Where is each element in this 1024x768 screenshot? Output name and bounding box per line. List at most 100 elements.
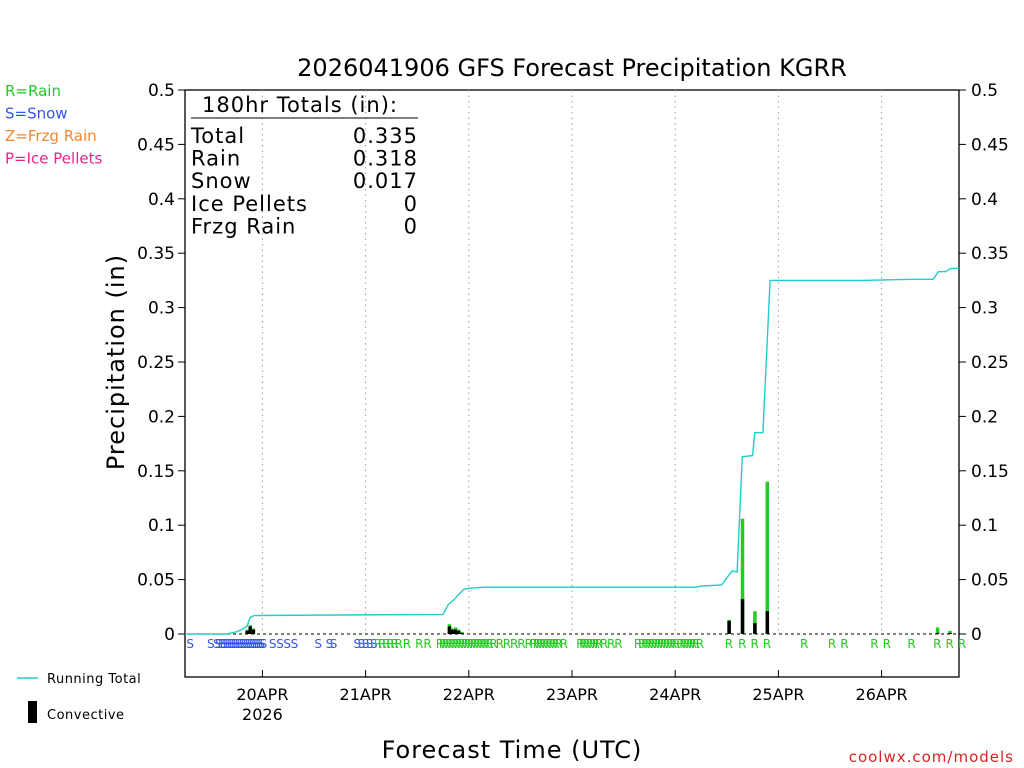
ptype-snow-36: S	[370, 637, 378, 651]
ptype-snow-20: S	[251, 637, 259, 651]
ptype-snow-23: S	[258, 637, 266, 651]
ptype-rain-54: R	[641, 637, 649, 651]
ptype-rain-58: R	[653, 637, 661, 651]
convective-legend-label: Convective	[47, 708, 125, 723]
ptype-rain-47: R	[592, 637, 600, 651]
totals-row-label: Total	[190, 124, 245, 148]
x-tick-label: 21APR	[340, 685, 392, 704]
y-tick-label-left: 0.5	[148, 81, 175, 101]
ptype-snow-28: S	[291, 637, 299, 651]
convective-bar-7	[460, 632, 464, 634]
x-tick-label: 22APR	[443, 685, 495, 704]
ptype-rain-25: R	[485, 637, 493, 651]
convective-bar-3	[447, 626, 452, 634]
ptype-rain-40: R	[554, 637, 562, 651]
ptype-rain-29: R	[510, 637, 518, 651]
convective-legend-swatch	[28, 701, 37, 723]
ptype-rain-41: R	[560, 637, 568, 651]
ptype-rain-16: R	[457, 637, 465, 651]
y-axis-right: 0 0.05 0.1 0.15 0.2 0.25 0.3 0.35 0.4 0.45 0.5	[959, 81, 1009, 645]
totals-row-label: Snow	[191, 169, 252, 193]
ptype-rain-5: R	[394, 637, 402, 651]
y-tick-label-right: 0.45	[971, 135, 1009, 155]
ptype-rain-48: R	[595, 637, 603, 651]
ptype-rain-15: R	[454, 637, 462, 651]
y-tick-label-left: 0.2	[148, 407, 175, 427]
convective-bar-10	[753, 623, 757, 634]
ptype-rain-6: R	[403, 637, 411, 651]
totals-row-value: 0.335	[353, 124, 418, 148]
ptype-rain-73: R	[738, 637, 746, 651]
convective-bar-4	[450, 629, 455, 634]
ptype-rain-34: R	[536, 637, 544, 651]
ptype-snow-24: S	[260, 637, 268, 651]
ptype-rain-23: R	[479, 637, 487, 651]
ptype-rain-21: R	[473, 637, 481, 651]
ptype-rain-57: R	[650, 637, 658, 651]
ptype-snow-4: S	[218, 637, 226, 651]
ptype-rain-8: R	[423, 637, 431, 651]
ptype-snow-31: S	[330, 637, 338, 651]
convective-bar-11	[765, 611, 770, 634]
ptype-rain-37: R	[545, 637, 553, 651]
ptype-rain-53: R	[638, 637, 646, 651]
convective-bar-1	[248, 626, 253, 634]
ptype-snow-8: S	[227, 637, 235, 651]
ptype-snow-33: S	[358, 637, 366, 651]
ptype-snow-22: S	[255, 637, 263, 651]
y-tick-label-left: 0.3	[148, 299, 175, 319]
ptype-rain-78: R	[840, 637, 848, 651]
ptype-rain-28: R	[503, 637, 511, 651]
totals-row-label: Rain	[191, 147, 241, 171]
convective-bar-8	[727, 620, 731, 634]
ptype-rain-75: R	[763, 637, 771, 651]
ptype-rain-66: R	[679, 637, 687, 651]
totals-row-value: 0.318	[353, 147, 418, 171]
y-tick-label-right: 0	[971, 625, 982, 645]
ptype-rain-82: R	[933, 637, 941, 651]
ptype-rain-49: R	[600, 637, 608, 651]
ptype-rain-46: R	[588, 637, 596, 651]
ptype-snow-35: S	[366, 637, 374, 651]
ptype-rain-2: R	[382, 637, 390, 651]
ptype-snow-0: S	[186, 637, 194, 651]
ptype-rain-62: R	[666, 637, 674, 651]
x-tick-label: 25APR	[752, 685, 804, 704]
y-tick-label-left: 0.25	[137, 353, 175, 373]
legend-type-2: Z=Frzg Rain	[5, 127, 97, 145]
ptype-rain-39: R	[551, 637, 559, 651]
ptype-snow-15: S	[241, 637, 249, 651]
precip-type-legend: R=Rain S=Snow Z=Frzg Rain P=Ice Pellets	[5, 82, 102, 168]
y-tick-label-right: 0.15	[971, 462, 1009, 482]
ptype-rain-14: R	[451, 637, 459, 651]
ptype-snow-10: S	[231, 637, 239, 651]
ptype-snow-13: S	[237, 637, 245, 651]
ptype-rain-1: R	[378, 637, 386, 651]
ptype-snow-5: S	[220, 637, 228, 651]
ptype-rain-70: R	[692, 637, 700, 651]
ptype-rain-56: R	[647, 637, 655, 651]
ptype-rain-24: R	[482, 637, 490, 651]
ptype-rain-38: R	[548, 637, 556, 651]
ptype-rain-83: R	[946, 637, 954, 651]
ptype-snow-3: S	[215, 637, 223, 651]
ptype-rain-12: R	[445, 637, 453, 651]
ptype-rain-10: R	[439, 637, 447, 651]
x-tick-label: 23APR	[546, 685, 598, 704]
y-tick-label-right: 0.4	[971, 190, 998, 210]
ptype-rain-44: R	[582, 637, 590, 651]
ptype-rain-18: R	[464, 637, 472, 651]
x-axis-label: Forecast Time (UTC)	[382, 736, 643, 764]
ptype-snow-34: S	[362, 637, 370, 651]
y-tick-label-left: 0.05	[137, 571, 175, 591]
ptype-rain-31: R	[524, 637, 532, 651]
ptype-rain-55: R	[644, 637, 652, 651]
ptype-rain-19: R	[467, 637, 475, 651]
ptype-snow-30: S	[326, 637, 334, 651]
ptype-snow-1: S	[207, 637, 215, 651]
convective-bar-2	[251, 629, 256, 634]
ptype-rain-35: R	[539, 637, 547, 651]
ptype-rain-50: R	[607, 637, 615, 651]
ptype-snow-17: S	[245, 637, 253, 651]
